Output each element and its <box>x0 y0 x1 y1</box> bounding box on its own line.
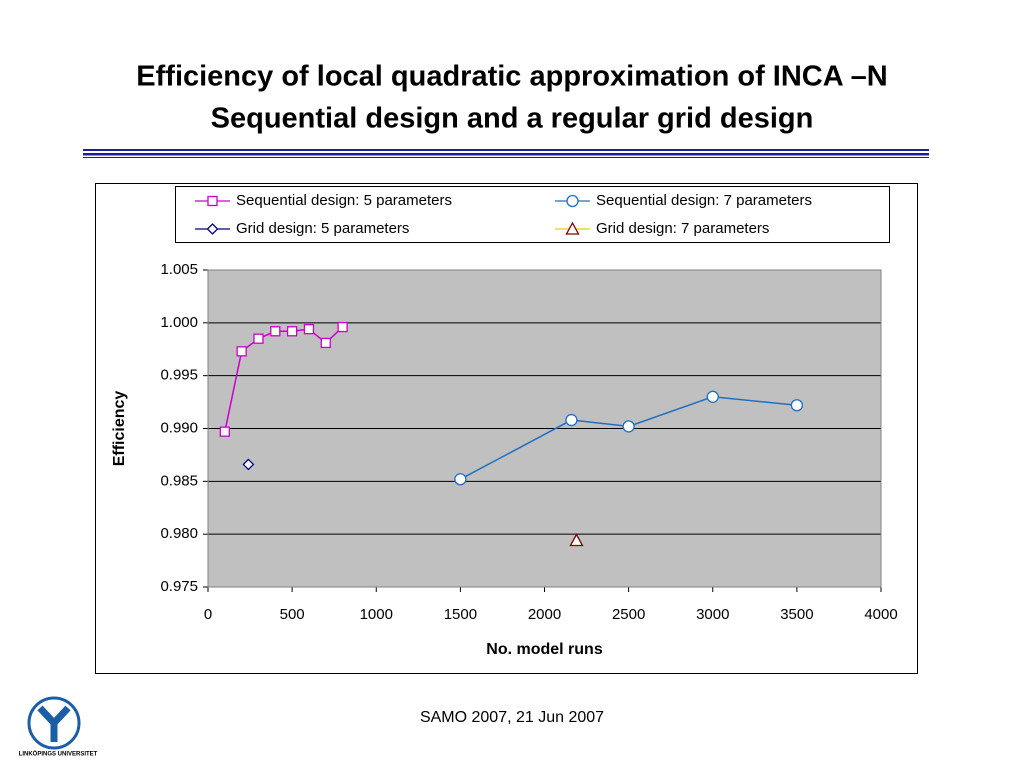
legend-label: Grid design: 7 parameters <box>596 220 769 237</box>
x-tick-label: 1500 <box>444 606 477 623</box>
legend-box <box>175 186 890 243</box>
x-tick-label: 2000 <box>528 606 561 623</box>
legend-label: Sequential design: 5 parameters <box>236 192 452 209</box>
x-tick-label: 2500 <box>612 606 645 623</box>
y-tick-label: 1.000 <box>160 314 198 331</box>
plot-border <box>207 269 882 588</box>
marker <box>337 321 348 333</box>
title-line: Efficiency of local quadratic approximat… <box>136 61 887 93</box>
y-tick-label: 0.975 <box>160 578 198 595</box>
footer: SAMO 2007, 21 Jun 2007 <box>420 709 604 726</box>
y-tick-label: 0.995 <box>160 367 198 384</box>
marker <box>207 195 218 207</box>
marker <box>565 413 578 427</box>
marker <box>219 426 230 437</box>
x-tick-label: 3000 <box>696 606 729 623</box>
x-tick-label: 500 <box>280 606 305 623</box>
marker <box>236 346 247 357</box>
marker <box>565 221 580 235</box>
x-tick-label: 0 <box>204 606 212 623</box>
marker <box>569 533 584 547</box>
marker <box>286 326 298 337</box>
y-tick-label: 1.005 <box>160 261 198 278</box>
title-line: Sequential design and a regular grid des… <box>211 103 814 135</box>
y-tick-label: 0.985 <box>160 472 198 489</box>
legend-label: Sequential design: 7 parameters <box>596 192 812 209</box>
legend-label: Grid design: 5 parameters <box>236 220 409 237</box>
marker <box>242 458 255 471</box>
marker <box>253 333 264 344</box>
marker <box>270 326 281 337</box>
y-axis-label: Efficiency <box>111 391 128 467</box>
logo: LINKÖPINGS UNIVERSITET <box>19 696 98 758</box>
marker <box>303 324 315 335</box>
marker <box>566 194 579 208</box>
marker <box>320 337 331 349</box>
marker <box>206 223 219 235</box>
x-tick-label: 4000 <box>864 606 897 623</box>
logo-text: LINKÖPINGS UNIVERSITET <box>19 751 98 758</box>
x-tick-label: 3500 <box>780 606 813 623</box>
marker <box>790 399 804 412</box>
x-tick-label: 1000 <box>360 606 393 623</box>
marker <box>454 473 467 486</box>
marker <box>622 420 635 433</box>
x-axis-label: No. model runs <box>486 641 603 658</box>
marker <box>706 390 719 403</box>
y-tick-label: 0.990 <box>160 419 198 436</box>
y-tick-label: 0.980 <box>160 525 198 542</box>
title-rule <box>83 149 929 158</box>
